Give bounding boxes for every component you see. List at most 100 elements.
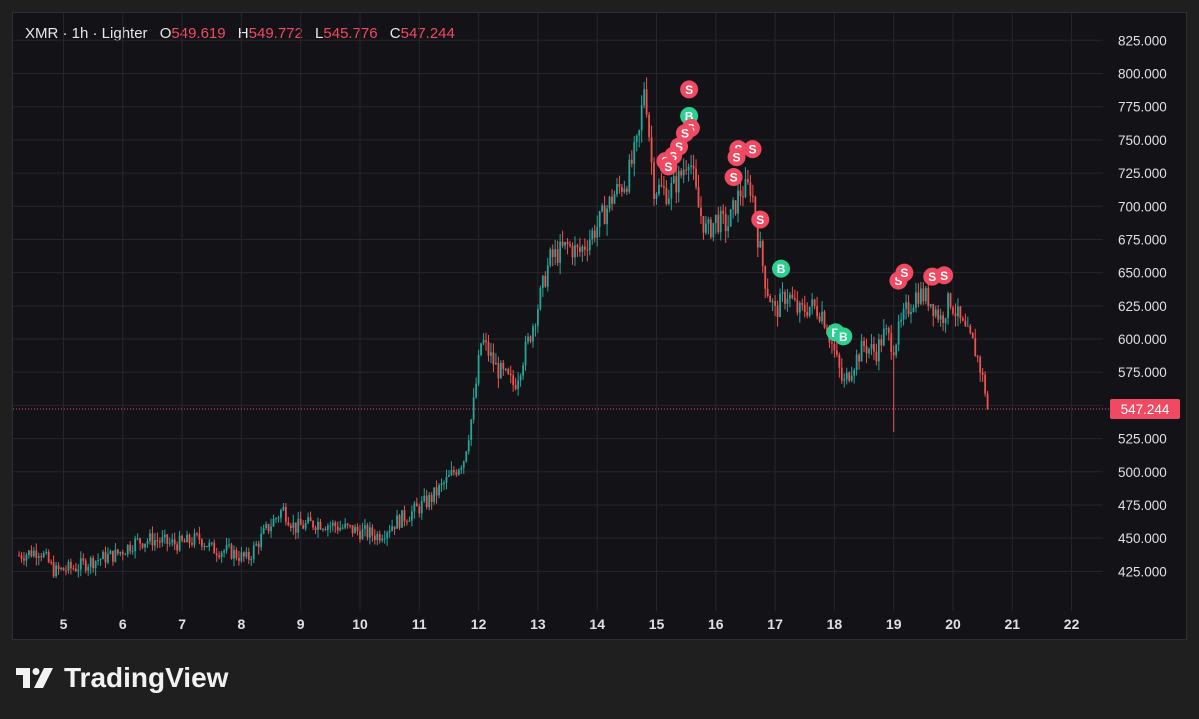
candle-body bbox=[55, 565, 57, 577]
candle-body bbox=[62, 567, 65, 571]
candle-body bbox=[494, 363, 497, 365]
candle-body bbox=[685, 169, 688, 171]
candle-body bbox=[65, 570, 67, 572]
candle-body bbox=[255, 543, 258, 546]
candle-body bbox=[70, 561, 72, 569]
x-tick-label: 22 bbox=[1064, 616, 1080, 632]
candle-body bbox=[228, 544, 230, 546]
candle-body bbox=[569, 244, 571, 246]
candle-body bbox=[448, 475, 450, 477]
high-label: H bbox=[237, 25, 249, 42]
candle-body bbox=[114, 549, 117, 562]
candle-body bbox=[922, 288, 925, 302]
candle-body bbox=[653, 162, 655, 199]
buy-marker[interactable]: B bbox=[834, 327, 853, 346]
candle-body bbox=[440, 483, 443, 486]
sell-marker[interactable]: S bbox=[727, 148, 746, 167]
marker-badge bbox=[659, 157, 678, 176]
marker-badge bbox=[680, 80, 699, 99]
open-label: O bbox=[159, 25, 172, 42]
candle-body bbox=[208, 542, 211, 547]
candle-body bbox=[433, 487, 436, 502]
marker-badge bbox=[935, 266, 954, 285]
candle-body bbox=[944, 318, 947, 324]
candle-body bbox=[154, 540, 156, 546]
candle-body bbox=[583, 246, 586, 250]
candle-body bbox=[87, 566, 90, 571]
candle-body bbox=[882, 328, 885, 346]
candle-body bbox=[910, 311, 912, 315]
candle-body bbox=[326, 525, 329, 531]
candle-body bbox=[151, 533, 154, 546]
candle-body bbox=[260, 533, 263, 548]
candle-body bbox=[309, 517, 312, 522]
candle-body bbox=[976, 356, 979, 358]
candlestick-chart[interactable]: SBSSSSSSSSSSSBBBSSSS 825.000800.000775.0… bbox=[13, 13, 1186, 639]
candle-body bbox=[116, 549, 119, 554]
candle-body bbox=[663, 186, 665, 188]
last-price-label: 547.244 bbox=[1121, 402, 1170, 417]
candle-body bbox=[460, 467, 463, 470]
candle-body bbox=[37, 556, 40, 558]
candle-body bbox=[769, 296, 772, 303]
candle-body bbox=[776, 305, 779, 317]
candle-body bbox=[942, 315, 945, 324]
candle-body bbox=[490, 352, 492, 356]
sell-marker[interactable]: S bbox=[895, 263, 914, 282]
candle-body bbox=[813, 299, 816, 307]
sell-marker[interactable]: S bbox=[743, 140, 762, 159]
candle-body bbox=[42, 553, 45, 558]
candle-body bbox=[107, 554, 109, 563]
candle-body bbox=[92, 558, 95, 569]
candle-body bbox=[709, 219, 712, 238]
candle-body bbox=[537, 308, 539, 326]
candle-body bbox=[52, 562, 55, 577]
sell-marker[interactable]: S bbox=[935, 266, 954, 285]
y-tick-label: 500.000 bbox=[1118, 465, 1167, 480]
marker-letter: S bbox=[928, 270, 936, 284]
candle-body bbox=[373, 535, 376, 541]
candle-body bbox=[806, 312, 809, 316]
sell-marker[interactable]: S bbox=[751, 210, 770, 229]
candle-body bbox=[532, 326, 534, 342]
sell-marker[interactable]: S bbox=[659, 157, 678, 176]
candle-body bbox=[168, 542, 171, 544]
candle-body bbox=[171, 539, 174, 543]
candle-body bbox=[559, 241, 562, 263]
candle-body bbox=[393, 526, 396, 529]
candle-body bbox=[277, 517, 280, 519]
sell-marker[interactable]: S bbox=[680, 80, 699, 99]
last-price-badge bbox=[1110, 399, 1180, 420]
close-value: 547.244 bbox=[400, 25, 455, 42]
candle-body bbox=[655, 193, 658, 199]
candle-body bbox=[744, 179, 747, 198]
candle-body bbox=[250, 558, 253, 560]
candle-body bbox=[252, 545, 255, 559]
candle-body bbox=[240, 552, 243, 561]
tradingview-logo[interactable]: TradingView bbox=[16, 662, 228, 694]
candle-body bbox=[499, 362, 502, 379]
candle-body bbox=[247, 551, 250, 560]
open-value: 549.619 bbox=[171, 25, 226, 42]
x-tick-label: 8 bbox=[238, 616, 246, 632]
candle-body bbox=[697, 186, 700, 208]
sell-marker[interactable]: S bbox=[724, 168, 743, 187]
buy-marker[interactable]: B bbox=[772, 259, 791, 278]
candle-body bbox=[324, 528, 327, 531]
candle-body bbox=[391, 526, 394, 531]
candle-body bbox=[262, 528, 265, 534]
candle-body bbox=[465, 451, 468, 462]
candle-body bbox=[932, 304, 935, 316]
candle-body bbox=[304, 523, 307, 529]
candle-body bbox=[949, 293, 952, 308]
candle-body bbox=[32, 550, 35, 557]
candle-body bbox=[900, 319, 903, 322]
candle-body bbox=[905, 302, 907, 309]
candle-body bbox=[791, 294, 794, 299]
candle-body bbox=[603, 205, 606, 225]
candle-body bbox=[621, 186, 623, 192]
candle-body bbox=[344, 523, 347, 528]
candle-body bbox=[952, 307, 954, 314]
candle-body bbox=[294, 522, 297, 533]
chart-panel[interactable]: XMR · 1h · Lighter O549.619 H549.772 L54… bbox=[12, 12, 1187, 640]
